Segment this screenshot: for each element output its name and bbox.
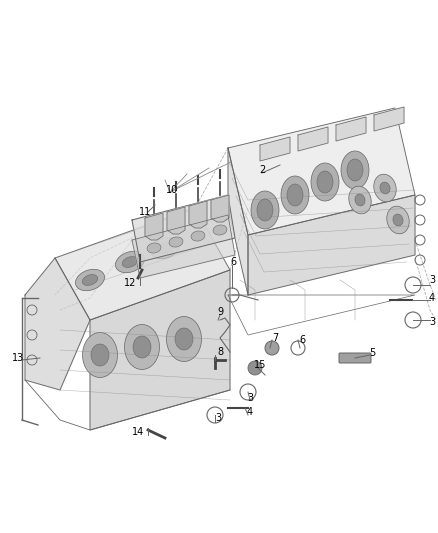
Text: 10: 10 bbox=[166, 185, 178, 195]
Text: 11: 11 bbox=[139, 207, 151, 217]
Polygon shape bbox=[260, 137, 290, 161]
Ellipse shape bbox=[287, 184, 303, 206]
Circle shape bbox=[265, 341, 279, 355]
Polygon shape bbox=[211, 195, 229, 222]
Ellipse shape bbox=[257, 199, 273, 221]
Ellipse shape bbox=[341, 151, 369, 189]
Text: 3: 3 bbox=[429, 317, 435, 327]
Ellipse shape bbox=[124, 325, 159, 369]
Ellipse shape bbox=[133, 336, 151, 358]
Ellipse shape bbox=[349, 186, 371, 214]
Polygon shape bbox=[55, 208, 230, 320]
Text: 8: 8 bbox=[217, 347, 223, 357]
Ellipse shape bbox=[82, 333, 117, 377]
Ellipse shape bbox=[251, 191, 279, 229]
Text: 12: 12 bbox=[124, 278, 136, 288]
Text: 3: 3 bbox=[247, 393, 253, 403]
Polygon shape bbox=[167, 207, 185, 234]
Polygon shape bbox=[374, 107, 404, 131]
Ellipse shape bbox=[380, 182, 390, 194]
Ellipse shape bbox=[122, 256, 138, 268]
Text: 3: 3 bbox=[429, 275, 435, 285]
Text: 9: 9 bbox=[217, 307, 223, 317]
Polygon shape bbox=[298, 127, 328, 151]
Text: 15: 15 bbox=[254, 360, 266, 370]
Ellipse shape bbox=[374, 174, 396, 202]
Polygon shape bbox=[90, 270, 230, 430]
Polygon shape bbox=[228, 108, 415, 235]
Ellipse shape bbox=[317, 171, 333, 193]
Ellipse shape bbox=[281, 176, 309, 214]
Polygon shape bbox=[248, 195, 415, 295]
Text: 3: 3 bbox=[215, 413, 221, 423]
Text: 14: 14 bbox=[132, 427, 144, 437]
Ellipse shape bbox=[169, 237, 183, 247]
Ellipse shape bbox=[75, 269, 105, 290]
Ellipse shape bbox=[175, 328, 193, 350]
Ellipse shape bbox=[91, 344, 109, 366]
FancyBboxPatch shape bbox=[339, 353, 371, 363]
Polygon shape bbox=[336, 117, 366, 141]
Polygon shape bbox=[145, 213, 163, 240]
Text: 2: 2 bbox=[259, 165, 265, 175]
Ellipse shape bbox=[311, 163, 339, 201]
Text: 5: 5 bbox=[369, 348, 375, 358]
Text: 7: 7 bbox=[272, 333, 278, 343]
Text: 13: 13 bbox=[12, 353, 24, 363]
Ellipse shape bbox=[393, 214, 403, 226]
Ellipse shape bbox=[151, 237, 180, 259]
Ellipse shape bbox=[166, 317, 201, 361]
Polygon shape bbox=[189, 201, 207, 228]
Text: 4: 4 bbox=[247, 407, 253, 417]
Circle shape bbox=[248, 361, 262, 375]
Text: 6: 6 bbox=[230, 257, 236, 267]
Polygon shape bbox=[132, 215, 235, 278]
Ellipse shape bbox=[387, 206, 409, 234]
Ellipse shape bbox=[347, 159, 363, 181]
Polygon shape bbox=[132, 195, 235, 262]
Ellipse shape bbox=[355, 194, 365, 206]
Polygon shape bbox=[25, 258, 90, 390]
Ellipse shape bbox=[213, 225, 227, 235]
Ellipse shape bbox=[157, 243, 173, 253]
Text: 6: 6 bbox=[299, 335, 305, 345]
Ellipse shape bbox=[82, 274, 98, 286]
Polygon shape bbox=[228, 148, 248, 295]
Text: 4: 4 bbox=[429, 293, 435, 303]
Ellipse shape bbox=[191, 231, 205, 241]
Ellipse shape bbox=[116, 251, 145, 273]
Ellipse shape bbox=[147, 243, 161, 253]
